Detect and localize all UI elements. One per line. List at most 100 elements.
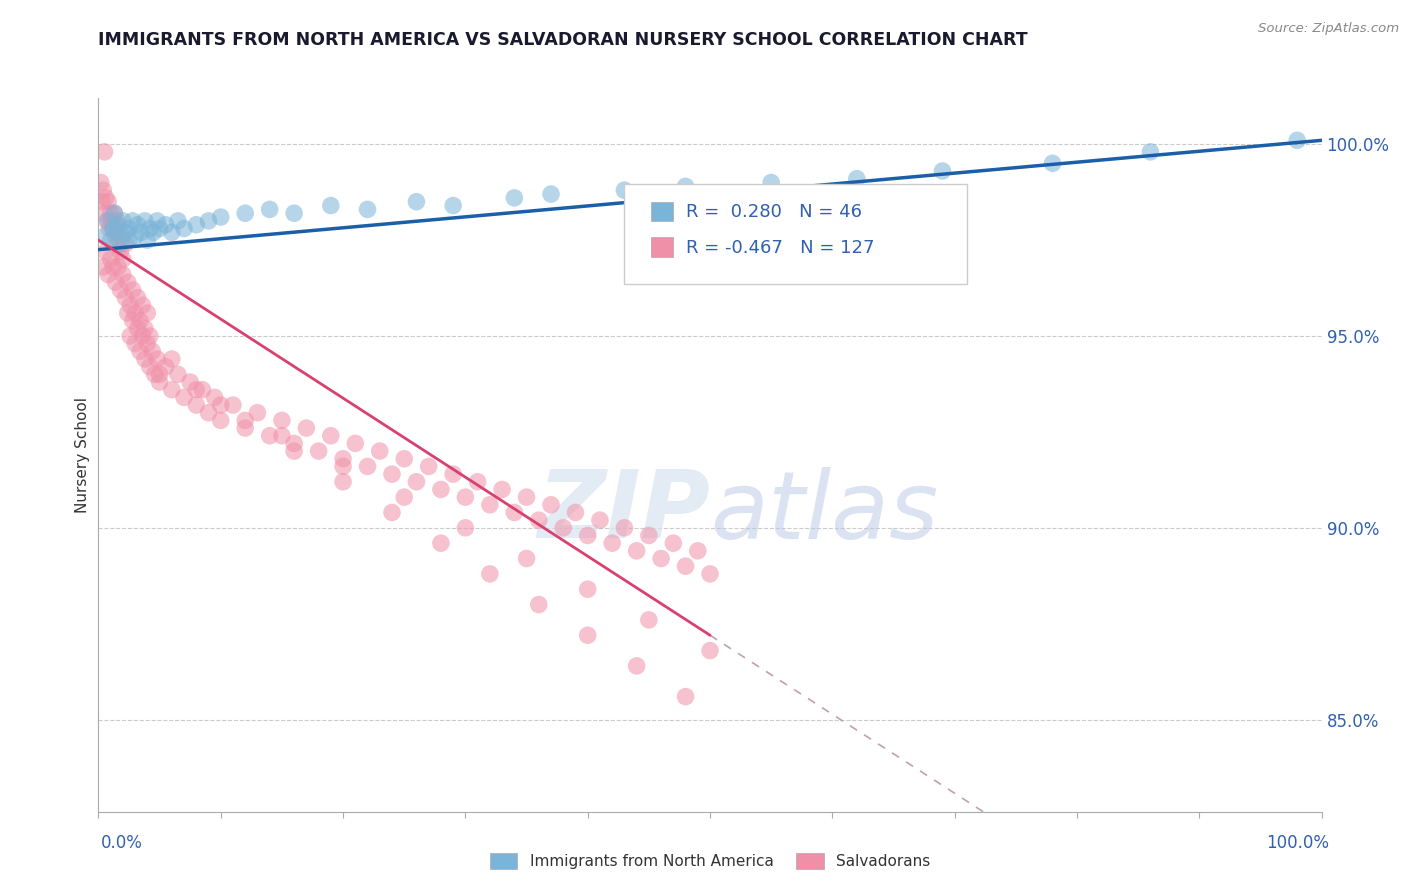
Point: [139, 359, 162, 374]
Point: [124, 336, 146, 351]
Text: 0.0%: 0.0%: [101, 834, 143, 852]
Point: [121, 283, 143, 297]
Point: [124, 306, 146, 320]
Point: [136, 336, 159, 351]
Point: [478, 566, 501, 581]
Point: [430, 483, 453, 497]
Point: [100, 206, 122, 220]
Point: [93, 145, 115, 159]
Point: [503, 506, 526, 520]
Point: [209, 413, 232, 427]
Point: [131, 298, 153, 312]
Text: R =  0.280   N = 46: R = 0.280 N = 46: [686, 203, 862, 221]
Point: [120, 329, 142, 343]
Point: [94, 191, 117, 205]
Point: [600, 536, 623, 550]
Point: [131, 329, 153, 343]
Point: [233, 413, 256, 427]
Point: [515, 551, 537, 566]
Point: [283, 206, 305, 220]
Point: [699, 566, 721, 581]
Text: Source: ZipAtlas.com: Source: ZipAtlas.com: [1258, 22, 1399, 36]
Point: [139, 329, 162, 343]
Point: [613, 183, 636, 197]
Point: [96, 214, 118, 228]
Point: [111, 252, 134, 267]
Point: [283, 444, 305, 458]
Point: [613, 521, 636, 535]
Point: [118, 233, 141, 247]
Point: [136, 233, 159, 247]
Point: [114, 291, 136, 305]
Point: [540, 498, 562, 512]
Point: [127, 321, 149, 335]
Point: [149, 221, 172, 235]
Point: [441, 467, 464, 482]
FancyBboxPatch shape: [624, 184, 967, 284]
Point: [931, 164, 953, 178]
Point: [675, 690, 697, 704]
Point: [139, 221, 162, 235]
Point: [149, 368, 172, 382]
Point: [107, 260, 129, 274]
Point: [167, 214, 190, 228]
Point: [650, 551, 672, 566]
Point: [233, 421, 256, 435]
Point: [233, 206, 256, 220]
Legend: Immigrants from North America, Salvadorans: Immigrants from North America, Salvadora…: [484, 847, 936, 875]
Point: [356, 459, 378, 474]
Point: [146, 214, 169, 228]
Point: [1286, 133, 1309, 147]
Point: [441, 198, 464, 212]
Point: [146, 351, 169, 366]
Point: [368, 444, 391, 458]
Point: [259, 428, 281, 442]
FancyBboxPatch shape: [651, 237, 673, 257]
Point: [332, 475, 354, 489]
Point: [111, 214, 134, 228]
Point: [197, 406, 219, 420]
Point: [576, 582, 599, 597]
Text: atlas: atlas: [710, 467, 938, 558]
Point: [259, 202, 281, 217]
Point: [478, 498, 501, 512]
Point: [129, 313, 152, 327]
Point: [149, 375, 172, 389]
Point: [332, 459, 354, 474]
Point: [626, 659, 648, 673]
Point: [319, 198, 342, 212]
Point: [637, 613, 661, 627]
Point: [686, 544, 709, 558]
Point: [108, 221, 131, 235]
Point: [173, 221, 195, 235]
Point: [142, 226, 165, 240]
Point: [90, 176, 112, 190]
Point: [117, 275, 139, 289]
Point: [845, 171, 868, 186]
Text: 100.0%: 100.0%: [1265, 834, 1329, 852]
Point: [204, 390, 226, 404]
Point: [155, 218, 177, 232]
Point: [134, 351, 156, 366]
Point: [626, 544, 648, 558]
Point: [143, 368, 166, 382]
Point: [553, 521, 575, 535]
Point: [111, 229, 134, 244]
Point: [418, 459, 440, 474]
Point: [91, 194, 114, 209]
Point: [179, 375, 201, 389]
Point: [105, 214, 128, 228]
Point: [100, 252, 122, 267]
Point: [160, 383, 183, 397]
Point: [576, 628, 599, 642]
Point: [167, 368, 190, 382]
Point: [105, 226, 128, 240]
Point: [392, 490, 416, 504]
Point: [332, 451, 354, 466]
Point: [1139, 145, 1161, 159]
Text: IMMIGRANTS FROM NORTH AMERICA VS SALVADORAN NURSERY SCHOOL CORRELATION CHART: IMMIGRANTS FROM NORTH AMERICA VS SALVADO…: [98, 31, 1028, 49]
Point: [540, 187, 562, 202]
Point: [270, 428, 294, 442]
Point: [283, 436, 305, 450]
Point: [101, 260, 124, 274]
